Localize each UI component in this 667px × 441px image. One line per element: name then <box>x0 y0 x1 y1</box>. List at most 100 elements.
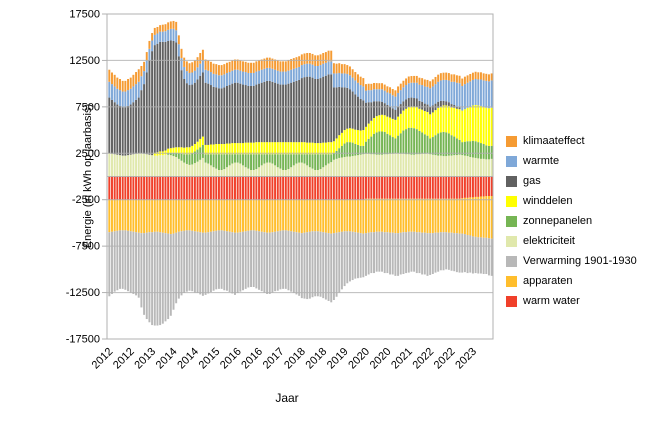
bar-segment <box>335 176 338 200</box>
bar-segment <box>276 199 279 232</box>
bar-segment <box>284 199 287 231</box>
bar-segment <box>169 28 172 41</box>
bar-segment <box>418 84 421 101</box>
bar-segment <box>415 75 418 83</box>
bar-segment <box>225 72 228 86</box>
bar-segment <box>108 81 111 98</box>
bar-segment <box>250 199 252 231</box>
bar-segment <box>447 155 450 177</box>
bar-segment <box>488 108 490 146</box>
bar-segment <box>255 84 258 143</box>
bar-segment <box>405 85 408 100</box>
bar-segment <box>231 60 234 71</box>
bar-segment <box>258 70 261 84</box>
bar-segment <box>437 232 440 272</box>
bar-segment <box>413 176 416 199</box>
bar-segment <box>250 154 252 170</box>
bar-segment <box>153 27 156 35</box>
bar-segment <box>263 154 266 164</box>
bar-segment <box>458 83 461 108</box>
bar-segment <box>362 130 365 146</box>
bar-segment <box>365 90 367 103</box>
bar-segment <box>450 107 453 136</box>
bar-segment <box>223 230 226 291</box>
bar-segment <box>488 159 490 177</box>
bar-segment <box>188 147 191 155</box>
bar-segment <box>322 142 325 155</box>
bar-segment <box>292 199 295 232</box>
bar-segment <box>386 232 389 274</box>
bar-segment <box>375 132 378 155</box>
bar-segment <box>362 154 365 177</box>
bar-segment <box>391 89 394 96</box>
bar-segment <box>375 231 378 272</box>
bar-segment <box>274 59 277 70</box>
bar-segment <box>314 143 317 155</box>
bar-segment <box>445 232 448 270</box>
bar-segment <box>308 53 311 64</box>
bar-segment <box>370 83 373 91</box>
bar-segment <box>242 199 244 232</box>
bar-segment <box>258 176 261 200</box>
bar-segment <box>365 102 367 127</box>
bar-segment <box>391 176 394 199</box>
bar-segment <box>183 199 186 231</box>
bar-segment <box>370 232 373 274</box>
bar-segment <box>129 176 132 200</box>
bar-segment <box>429 114 432 139</box>
bar-segment <box>292 81 295 143</box>
bar-segment <box>124 80 127 92</box>
bar-segment <box>108 199 111 233</box>
bar-segment <box>193 231 196 293</box>
bar-segment <box>431 198 434 234</box>
bar-segment <box>474 105 477 142</box>
bar-segment <box>180 231 183 296</box>
bar-segment <box>156 152 159 156</box>
bar-segment <box>153 231 156 326</box>
bar-segment <box>207 60 210 71</box>
bar-segment <box>330 50 333 62</box>
bar-segment <box>236 176 239 200</box>
bar-segment <box>458 154 461 177</box>
bar-segment <box>381 89 384 102</box>
bar-segment <box>439 106 442 133</box>
bar-segment <box>215 144 218 155</box>
bar-segment <box>362 78 365 87</box>
bar-segment <box>471 79 474 106</box>
bar-segment <box>343 176 346 200</box>
x-tick-label: 2015 <box>197 346 223 372</box>
bar-segment <box>260 165 263 177</box>
bar-segment <box>153 152 156 156</box>
bar-segment <box>167 233 170 320</box>
bar-segment <box>196 199 199 232</box>
bar-segment <box>258 199 261 232</box>
bar-segment <box>421 198 424 233</box>
bar-segment <box>164 233 167 322</box>
x-tick-label: 2012 <box>111 346 137 372</box>
bar-segment <box>477 196 480 238</box>
x-tick-label: 2019 <box>325 346 351 372</box>
bar-segment <box>314 66 317 79</box>
bar-segment <box>271 154 274 164</box>
bar-segment <box>389 153 392 177</box>
bar-segment <box>397 198 400 234</box>
bar-segment <box>140 66 143 77</box>
bar-segment <box>354 144 357 156</box>
bar-segment <box>327 176 330 200</box>
bar-segment <box>405 154 408 177</box>
bar-segment <box>447 73 450 81</box>
bar-segment <box>343 231 346 287</box>
bar-segment <box>143 153 146 177</box>
bar-segment <box>362 100 365 131</box>
bar-segment <box>490 176 493 196</box>
bar-segment <box>159 199 162 233</box>
bar-segment <box>124 176 127 200</box>
bar-segment <box>469 81 472 107</box>
bar-segment <box>242 61 244 72</box>
bar-segment <box>207 176 210 200</box>
bar-segment <box>263 163 266 177</box>
bar-segment <box>215 230 218 290</box>
bar-segment <box>490 80 493 108</box>
bar-segment <box>116 176 119 200</box>
bar-segment <box>303 154 306 164</box>
